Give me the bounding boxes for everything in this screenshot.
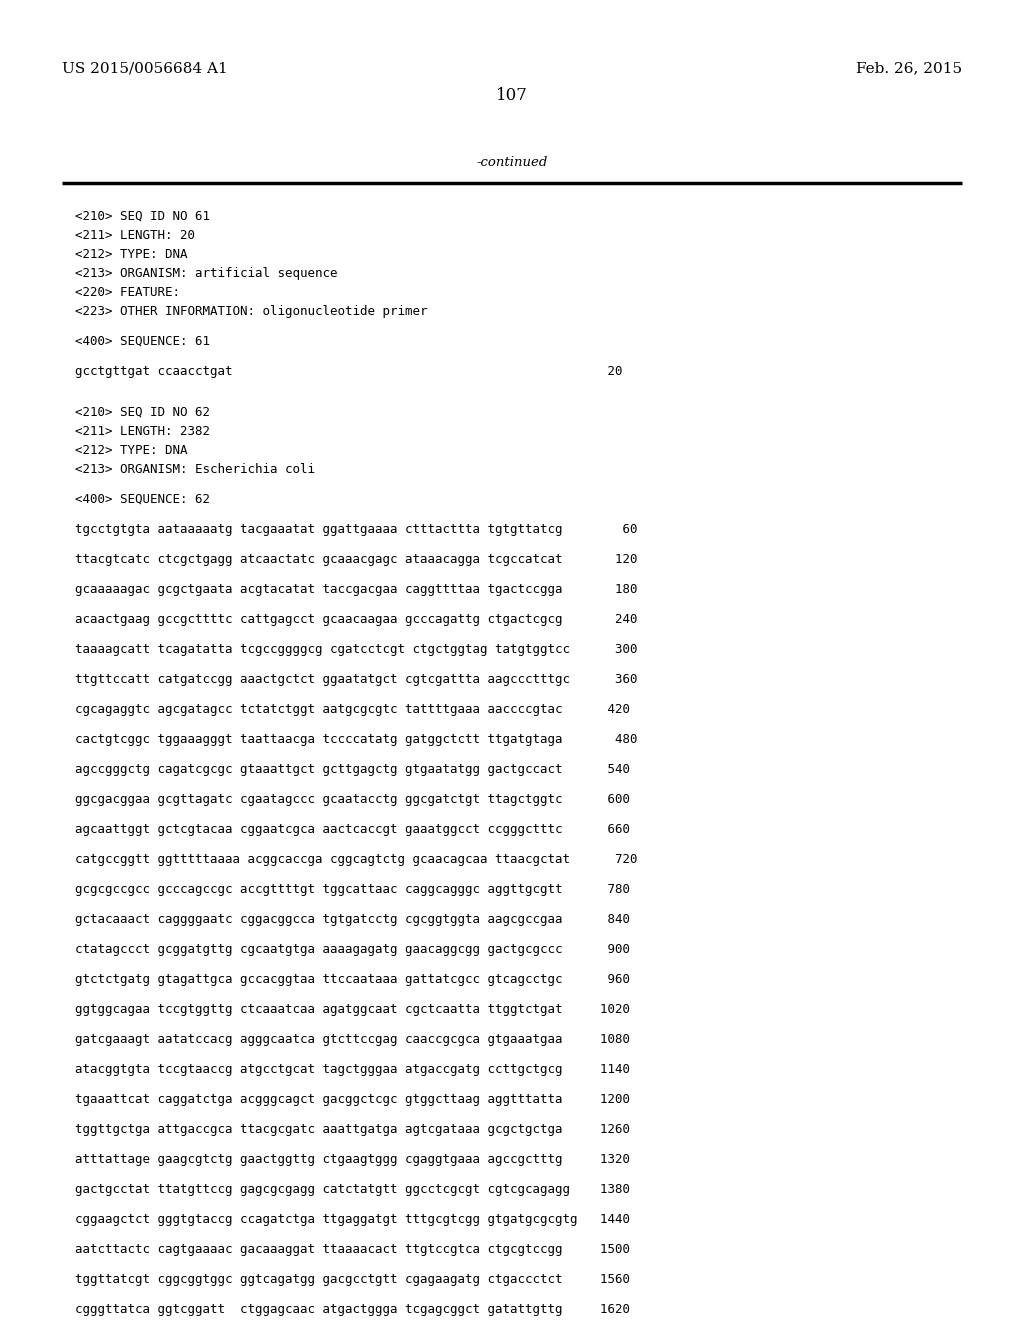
Text: catgccggtt ggtttttaaaa acggcaccga cggcagtctg gcaacagcaa ttaacgctat      720: catgccggtt ggtttttaaaa acggcaccga cggcag… (75, 853, 638, 866)
Text: tgcctgtgta aataaaaatg tacgaaatat ggattgaaaa ctttacttta tgtgttatcg        60: tgcctgtgta aataaaaatg tacgaaatat ggattga… (75, 523, 638, 536)
Text: <211> LENGTH: 20: <211> LENGTH: 20 (75, 228, 195, 242)
Text: ctatagccct gcggatgttg cgcaatgtga aaaagagatg gaacaggcgg gactgcgccc      900: ctatagccct gcggatgttg cgcaatgtga aaaagag… (75, 942, 630, 956)
Text: gcgcgccgcc gcccagccgc accgttttgt tggcattaac caggcagggc aggttgcgtt      780: gcgcgccgcc gcccagccgc accgttttgt tggcatt… (75, 883, 630, 896)
Text: tggttgctga attgaccgca ttacgcgatc aaattgatga agtcgataaa gcgctgctga     1260: tggttgctga attgaccgca ttacgcgatc aaattga… (75, 1123, 630, 1137)
Text: <400> SEQUENCE: 61: <400> SEQUENCE: 61 (75, 335, 210, 348)
Text: gactgcctat ttatgttccg gagcgcgagg catctatgtt ggcctcgcgt cgtcgcagagg    1380: gactgcctat ttatgttccg gagcgcgagg catctat… (75, 1183, 630, 1196)
Text: <213> ORGANISM: artificial sequence: <213> ORGANISM: artificial sequence (75, 267, 338, 280)
Text: gctacaaact caggggaatc cggacggcca tgtgatcctg cgcggtggta aagcgccgaa      840: gctacaaact caggggaatc cggacggcca tgtgatc… (75, 913, 630, 927)
Text: agccgggctg cagatcgcgc gtaaattgct gcttgagctg gtgaatatgg gactgccact      540: agccgggctg cagatcgcgc gtaaattgct gcttgag… (75, 763, 630, 776)
Text: ttacgtcatc ctcgctgagg atcaactatc gcaaacgagc ataaacagga tcgccatcat       120: ttacgtcatc ctcgctgagg atcaactatc gcaaacg… (75, 553, 638, 566)
Text: taaaagcatt tcagatatta tcgccggggcg cgatcctcgt ctgctggtag tatgtggtcc      300: taaaagcatt tcagatatta tcgccggggcg cgatcc… (75, 643, 638, 656)
Text: tgaaattcat caggatctga acgggcagct gacggctcgc gtggcttaag aggtttatta     1200: tgaaattcat caggatctga acgggcagct gacggct… (75, 1093, 630, 1106)
Text: atttattage gaagcgtctg gaactggttg ctgaagtggg cgaggtgaaa agccgctttg     1320: atttattage gaagcgtctg gaactggttg ctgaagt… (75, 1152, 630, 1166)
Text: atacggtgta tccgtaaccg atgcctgcat tagctgggaa atgaccgatg ccttgctgcg     1140: atacggtgta tccgtaaccg atgcctgcat tagctgg… (75, 1063, 630, 1076)
Text: cactgtcggc tggaaagggt taattaacga tccccatatg gatggctctt ttgatgtaga       480: cactgtcggc tggaaagggt taattaacga tccccat… (75, 733, 638, 746)
Text: <213> ORGANISM: Escherichia coli: <213> ORGANISM: Escherichia coli (75, 463, 315, 477)
Text: ggtggcagaa tccgtggttg ctcaaatcaa agatggcaat cgctcaatta ttggtctgat     1020: ggtggcagaa tccgtggttg ctcaaatcaa agatggc… (75, 1003, 630, 1016)
Text: gcaaaaagac gcgctgaata acgtacatat taccgacgaa caggttttaa tgactccgga       180: gcaaaaagac gcgctgaata acgtacatat taccgac… (75, 583, 638, 597)
Text: tggttatcgt cggcggtggc ggtcagatgg gacgcctgtt cgagaagatg ctgaccctct     1560: tggttatcgt cggcggtggc ggtcagatgg gacgcct… (75, 1272, 630, 1286)
Text: -continued: -continued (476, 156, 548, 169)
Text: <211> LENGTH: 2382: <211> LENGTH: 2382 (75, 425, 210, 438)
Text: ttgttccatt catgatccgg aaactgctct ggaatatgct cgtcgattta aagccctttgc      360: ttgttccatt catgatccgg aaactgctct ggaatat… (75, 673, 638, 686)
Text: US 2015/0056684 A1: US 2015/0056684 A1 (62, 61, 227, 75)
Text: <212> TYPE: DNA: <212> TYPE: DNA (75, 444, 187, 457)
Text: gtctctgatg gtagattgca gccacggtaa ttccaataaa gattatcgcc gtcagcctgc      960: gtctctgatg gtagattgca gccacggtaa ttccaat… (75, 973, 630, 986)
Text: gatcgaaagt aatatccacg agggcaatca gtcttccgag caaccgcgca gtgaaatgaa     1080: gatcgaaagt aatatccacg agggcaatca gtcttcc… (75, 1034, 630, 1045)
Text: cggaagctct gggtgtaccg ccagatctga ttgaggatgt tttgcgtcgg gtgatgcgcgtg   1440: cggaagctct gggtgtaccg ccagatctga ttgagga… (75, 1213, 630, 1226)
Text: cgcagaggtc agcgatagcc tctatctggt aatgcgcgtc tattttgaaa aaccccgtac      420: cgcagaggtc agcgatagcc tctatctggt aatgcgc… (75, 704, 630, 715)
Text: <210> SEQ ID NO 62: <210> SEQ ID NO 62 (75, 407, 210, 418)
Text: <223> OTHER INFORMATION: oligonucleotide primer: <223> OTHER INFORMATION: oligonucleotide… (75, 305, 427, 318)
Text: <400> SEQUENCE: 62: <400> SEQUENCE: 62 (75, 492, 210, 506)
Text: <210> SEQ ID NO 61: <210> SEQ ID NO 61 (75, 210, 210, 223)
Text: 107: 107 (496, 87, 528, 103)
Text: <220> FEATURE:: <220> FEATURE: (75, 286, 180, 300)
Text: agcaattggt gctcgtacaa cggaatcgca aactcaccgt gaaatggcct ccgggctttc      660: agcaattggt gctcgtacaa cggaatcgca aactcac… (75, 822, 630, 836)
Text: <212> TYPE: DNA: <212> TYPE: DNA (75, 248, 187, 261)
Text: Feb. 26, 2015: Feb. 26, 2015 (856, 61, 962, 75)
Text: ggcgacggaa gcgttagatc cgaatagccc gcaatacctg ggcgatctgt ttagctggtc      600: ggcgacggaa gcgttagatc cgaatagccc gcaatac… (75, 793, 630, 807)
Text: aatcttactc cagtgaaaac gacaaaggat ttaaaacact ttgtccgtca ctgcgtccgg     1500: aatcttactc cagtgaaaac gacaaaggat ttaaaac… (75, 1243, 630, 1257)
Text: acaactgaag gccgcttttc cattgagcct gcaacaagaa gcccagattg ctgactcgcg       240: acaactgaag gccgcttttc cattgagcct gcaacaa… (75, 612, 638, 626)
Text: gcctgttgat ccaacctgat                                                  20: gcctgttgat ccaacctgat 20 (75, 366, 623, 378)
Text: cgggttatca ggtcggatt  ctggagcaac atgactggga tcgagcggct gatattgttg     1620: cgggttatca ggtcggatt ctggagcaac atgactgg… (75, 1303, 630, 1316)
